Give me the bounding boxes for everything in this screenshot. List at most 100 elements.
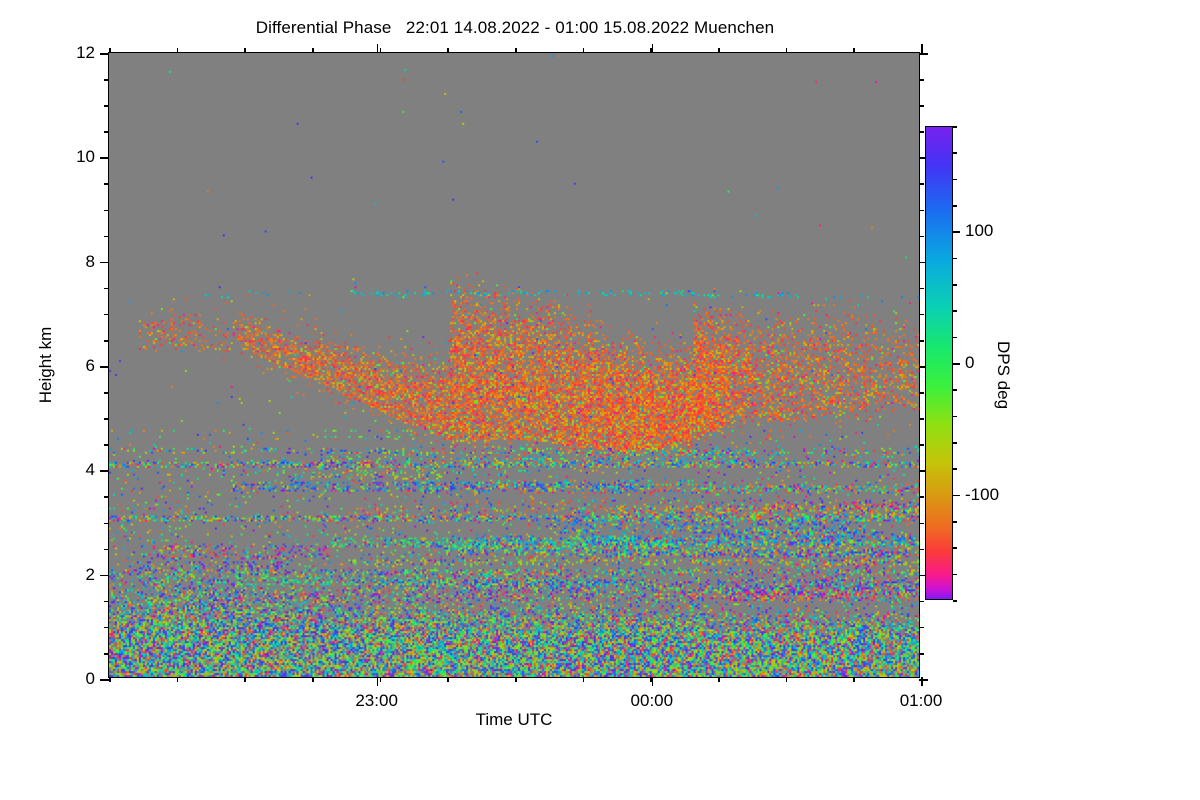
y-tick-major xyxy=(100,157,109,159)
x-tick-minor xyxy=(379,677,382,682)
y-axis-tick-label: 0 xyxy=(85,669,95,688)
y-axis-tick-label: 6 xyxy=(85,356,95,375)
y-tick-right-minor xyxy=(919,652,924,655)
y-tick-major xyxy=(100,53,109,55)
colorbar-tick-minor xyxy=(953,468,957,470)
colorbar: 100 0 -100 xyxy=(925,126,999,602)
colorbar-tick-minor xyxy=(953,600,957,602)
y-tick-right-major xyxy=(919,157,928,159)
y-axis-tick-label: 8 xyxy=(85,251,95,271)
y-tick-minor xyxy=(104,444,109,446)
y-tick-right-minor xyxy=(919,418,924,420)
y-tick-right-major xyxy=(919,574,928,577)
y-tick-minor xyxy=(104,652,109,655)
colorbar-tick-label: 100 xyxy=(965,221,994,241)
y-tick-right-minor xyxy=(919,105,924,107)
y-tick-major xyxy=(100,574,109,577)
y-tick-minor xyxy=(104,339,109,342)
y-tick-minor xyxy=(104,418,109,420)
x-tick-top-minor xyxy=(650,48,652,53)
y-axis-title: Height km xyxy=(36,326,55,404)
y-tick-minor xyxy=(104,496,109,498)
colorbar-tick-minor xyxy=(953,336,957,339)
y-tick-minor xyxy=(104,392,109,394)
y-tick-minor xyxy=(104,131,109,133)
x-axis-title: Time UTC xyxy=(475,710,553,729)
x-tick-top-major xyxy=(651,44,654,53)
y-tick-right-minor xyxy=(919,287,924,290)
x-tick-top-minor xyxy=(447,48,449,53)
colorbar-tick-minor xyxy=(953,415,957,418)
colorbar-title: DPS deg xyxy=(994,340,1013,410)
colorbar-tick-minor xyxy=(953,257,957,260)
y-tick-right-minor xyxy=(919,339,924,342)
x-tick-minor xyxy=(515,677,517,682)
x-tick-top-minor xyxy=(718,48,720,53)
y-tick-right-minor xyxy=(919,626,924,629)
x-tick-top-minor xyxy=(176,48,179,53)
colorbar-tick-minor xyxy=(953,442,957,444)
y-tick-major xyxy=(100,261,109,264)
colorbar-tick-minor xyxy=(953,178,957,181)
y-tick-major xyxy=(100,366,109,368)
colorbar-tick-major xyxy=(953,231,960,233)
x-tick-minor xyxy=(109,677,111,682)
y-tick-minor xyxy=(104,522,109,525)
y-tick-minor xyxy=(104,287,109,290)
y-tick-minor xyxy=(104,600,109,603)
x-tick-top-minor xyxy=(785,48,788,53)
x-tick-top-minor xyxy=(312,48,314,53)
colorbar-tick-label: -100 xyxy=(965,484,1000,504)
y-tick-right-minor xyxy=(919,392,924,394)
x-tick-top-minor xyxy=(379,48,382,53)
y-tick-minor xyxy=(104,79,109,81)
colorbar-tick-minor xyxy=(953,152,957,154)
y-tick-minor xyxy=(104,313,109,316)
colorbar-tick-minor xyxy=(953,284,957,286)
y-tick-right-minor xyxy=(919,131,924,133)
y-tick-minor xyxy=(104,626,109,629)
y-tick-right-major xyxy=(919,261,928,264)
x-axis-tick-label: 01:00 xyxy=(899,691,943,710)
y-tick-right-minor xyxy=(919,313,924,316)
y-tick-minor xyxy=(104,235,109,238)
differential-phase-heatmap xyxy=(109,53,919,677)
x-tick-major xyxy=(651,677,654,686)
x-tick-minor xyxy=(244,677,246,682)
colorbar-gradient xyxy=(925,126,953,600)
y-tick-right-major xyxy=(919,366,928,368)
x-tick-minor xyxy=(176,677,179,682)
colorbar-tick-major xyxy=(953,494,960,497)
y-tick-right-minor xyxy=(919,444,924,446)
x-tick-top-major xyxy=(376,44,379,53)
x-tick-minor xyxy=(853,677,855,682)
y-tick-right-minor xyxy=(919,79,924,81)
x-tick-top-minor xyxy=(244,48,246,53)
x-axis-tick-label: 00:00 xyxy=(630,691,674,710)
y-tick-right-minor xyxy=(919,548,924,551)
y-tick-right-major xyxy=(919,53,928,55)
y-tick-minor xyxy=(104,548,109,551)
x-tick-minor xyxy=(582,677,585,682)
colorbar-tick-major xyxy=(953,363,960,365)
x-tick-top-minor xyxy=(109,48,111,53)
y-tick-minor xyxy=(104,183,109,185)
x-tick-minor xyxy=(718,677,720,682)
colorbar-tick-label: 0 xyxy=(965,353,975,372)
y-tick-minor xyxy=(104,209,109,212)
plot-area: 0 2 4 6 8 10 12 23:00 00:00 01:00 xyxy=(76,43,942,710)
colorbar-tick-minor xyxy=(953,389,957,391)
x-tick-top-minor xyxy=(853,48,855,53)
y-tick-minor xyxy=(104,105,109,107)
x-tick-minor xyxy=(312,677,314,682)
y-tick-right-minor xyxy=(919,496,924,498)
x-tick-minor xyxy=(785,677,788,682)
x-tick-top-major xyxy=(921,44,923,53)
colorbar-tick-minor xyxy=(953,205,957,207)
x-axis-tick-label: 23:00 xyxy=(355,691,398,710)
y-tick-right-minor xyxy=(919,235,924,238)
y-axis-tick-label: 2 xyxy=(85,564,95,584)
x-tick-minor xyxy=(447,677,449,682)
y-tick-right-minor xyxy=(919,600,924,603)
